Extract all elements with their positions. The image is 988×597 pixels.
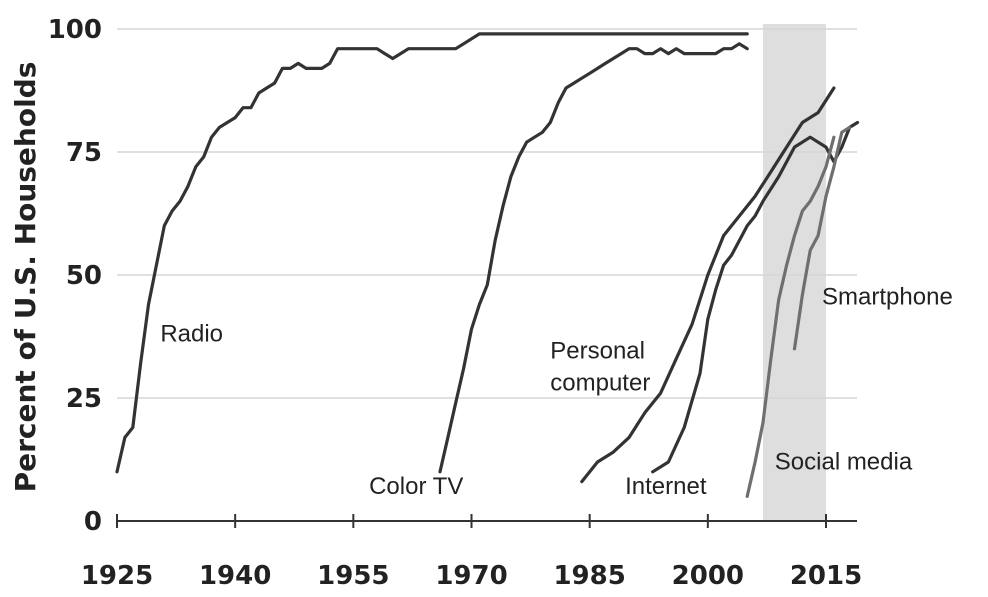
series-line-color-tv <box>438 42 749 474</box>
y-axis-title: Percent of U.S. Households <box>9 62 42 493</box>
y-tick-label-75: 75 <box>66 138 102 168</box>
y-tick-label-0: 0 <box>84 507 102 537</box>
series-lines <box>115 32 860 498</box>
series-label-color-tv: Color TV <box>369 473 463 500</box>
x-tick-label-1970: 1970 <box>435 561 507 591</box>
series-label-personal-computer: Personal <box>550 338 645 365</box>
x-tick-label-2000: 2000 <box>672 561 744 591</box>
series-label-social-media: Social media <box>775 448 913 475</box>
series-line-radio <box>115 32 749 474</box>
series-labels: Radio Personal computer Color TV Internet Soc… <box>160 284 952 500</box>
series-label-internet: Internet <box>625 473 707 500</box>
series-line-personal-computer <box>580 86 836 484</box>
series-line-internet <box>651 120 860 474</box>
y-tick-label-50: 50 <box>66 261 102 291</box>
x-tick-label-1955: 1955 <box>317 561 389 591</box>
y-tick-label-25: 25 <box>66 384 102 414</box>
series-label-smartphone: Smartphone <box>822 284 953 311</box>
shaded-band <box>762 24 826 521</box>
series-label-radio: Radio <box>160 320 223 347</box>
recession-shaded-band <box>762 24 826 521</box>
x-axis: 1925 1940 1955 1970 1985 2000 2015 <box>81 514 862 591</box>
x-tick-label-2015: 2015 <box>790 561 862 591</box>
x-tick-label-1985: 1985 <box>553 561 625 591</box>
y-tick-label-100: 100 <box>48 15 102 45</box>
gridlines: 0 25 50 75 100 <box>48 15 857 537</box>
series-label-personal-computer-line2: computer <box>550 370 650 397</box>
series-line-smartphone <box>792 125 852 351</box>
x-tick-label-1940: 1940 <box>199 561 271 591</box>
x-tick-label-1925: 1925 <box>81 561 153 591</box>
series-line-social-media <box>745 135 836 498</box>
